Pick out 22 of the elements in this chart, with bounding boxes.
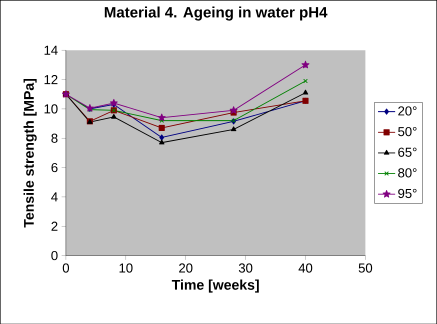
y-tick-label: 6 <box>52 162 58 172</box>
y-tick-label: 0 <box>51 250 58 260</box>
x-axis-title: Time [weeks] <box>172 279 259 292</box>
y-tick-label: 2 <box>52 222 58 231</box>
x-tick-label: 20 <box>179 263 192 272</box>
legend-label: 80° <box>398 168 417 178</box>
x-tick-label: 0 <box>62 263 70 272</box>
legend-label: 50° <box>398 126 417 136</box>
x-tick-label: 40 <box>298 263 312 272</box>
y-tick-label: 10 <box>44 104 58 114</box>
y-tick-label: 14 <box>44 46 58 55</box>
y-tick-label: 12 <box>44 74 58 84</box>
x-tick-label: 30 <box>238 263 252 272</box>
x-tick-label: 10 <box>120 263 133 272</box>
x-tick-label: 50 <box>358 263 372 272</box>
legend-label: 20° <box>398 106 417 116</box>
legend-label: 65° <box>398 147 417 157</box>
y-axis-title: Tensile strength [MPa] <box>24 78 37 228</box>
y-tick-label: 8 <box>51 133 58 143</box>
chart-title: Material 4. Ageing in water pH4 <box>104 6 328 20</box>
y-tick-label: 4 <box>51 192 58 202</box>
legend-label: 95° <box>398 188 417 198</box>
